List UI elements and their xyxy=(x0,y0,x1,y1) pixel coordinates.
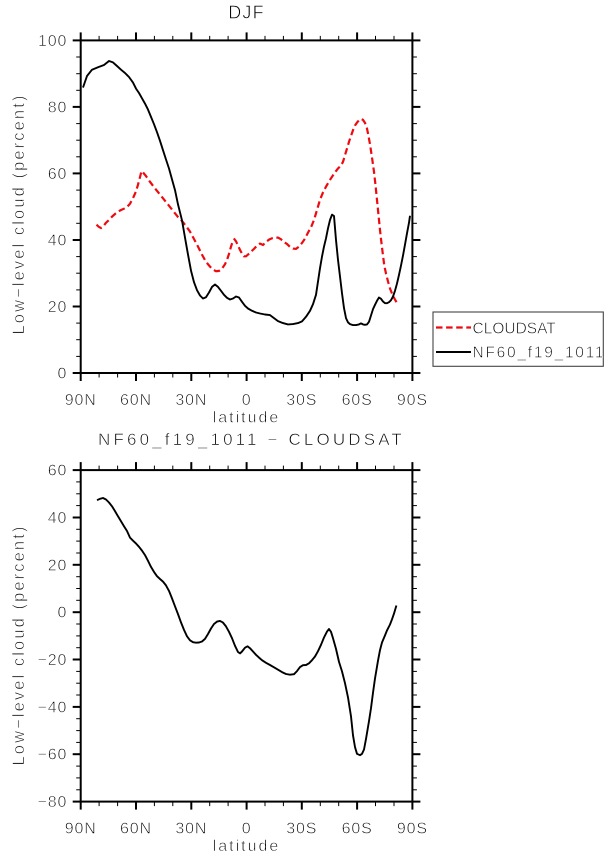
svg-text:30S: 30S xyxy=(286,821,317,838)
svg-text:60N: 60N xyxy=(120,392,152,409)
svg-text:−20: −20 xyxy=(38,652,68,669)
svg-text:60: 60 xyxy=(48,463,68,480)
svg-text:60N: 60N xyxy=(120,821,152,838)
svg-text:Low−level cloud (percent): Low−level cloud (percent) xyxy=(10,525,28,766)
svg-text:90N: 90N xyxy=(65,821,97,838)
svg-text:−80: −80 xyxy=(38,794,68,811)
svg-text:90S: 90S xyxy=(397,821,428,838)
svg-text:0: 0 xyxy=(242,821,252,838)
svg-text:20: 20 xyxy=(48,557,68,574)
svg-text:60S: 60S xyxy=(342,821,373,838)
svg-text:90N: 90N xyxy=(65,392,97,409)
svg-text:CLOUDSAT: CLOUDSAT xyxy=(473,321,557,338)
svg-text:latitude: latitude xyxy=(213,838,281,855)
svg-text:0: 0 xyxy=(58,366,68,383)
svg-text:100: 100 xyxy=(38,33,67,50)
svg-text:−40: −40 xyxy=(38,699,68,716)
svg-text:90S: 90S xyxy=(397,392,428,409)
svg-text:40: 40 xyxy=(48,510,68,527)
svg-text:0: 0 xyxy=(242,392,252,409)
svg-text:20: 20 xyxy=(48,299,68,316)
svg-text:Low−level cloud (percent): Low−level cloud (percent) xyxy=(10,94,28,335)
svg-text:30N: 30N xyxy=(175,392,207,409)
svg-text:−60: −60 xyxy=(38,747,68,764)
svg-text:NF60_f19_1011: NF60_f19_1011 xyxy=(473,345,606,362)
svg-text:60: 60 xyxy=(48,166,68,183)
svg-text:DJF: DJF xyxy=(228,3,265,23)
svg-text:latitude: latitude xyxy=(213,410,281,427)
svg-text:40: 40 xyxy=(48,233,68,250)
svg-text:0: 0 xyxy=(58,605,68,622)
svg-text:30N: 30N xyxy=(175,821,207,838)
svg-text:30S: 30S xyxy=(286,392,317,409)
svg-text:80: 80 xyxy=(48,99,68,116)
svg-text:60S: 60S xyxy=(342,392,373,409)
svg-text:NF60_f19_1011 − CLOUDSAT: NF60_f19_1011 − CLOUDSAT xyxy=(98,430,405,449)
